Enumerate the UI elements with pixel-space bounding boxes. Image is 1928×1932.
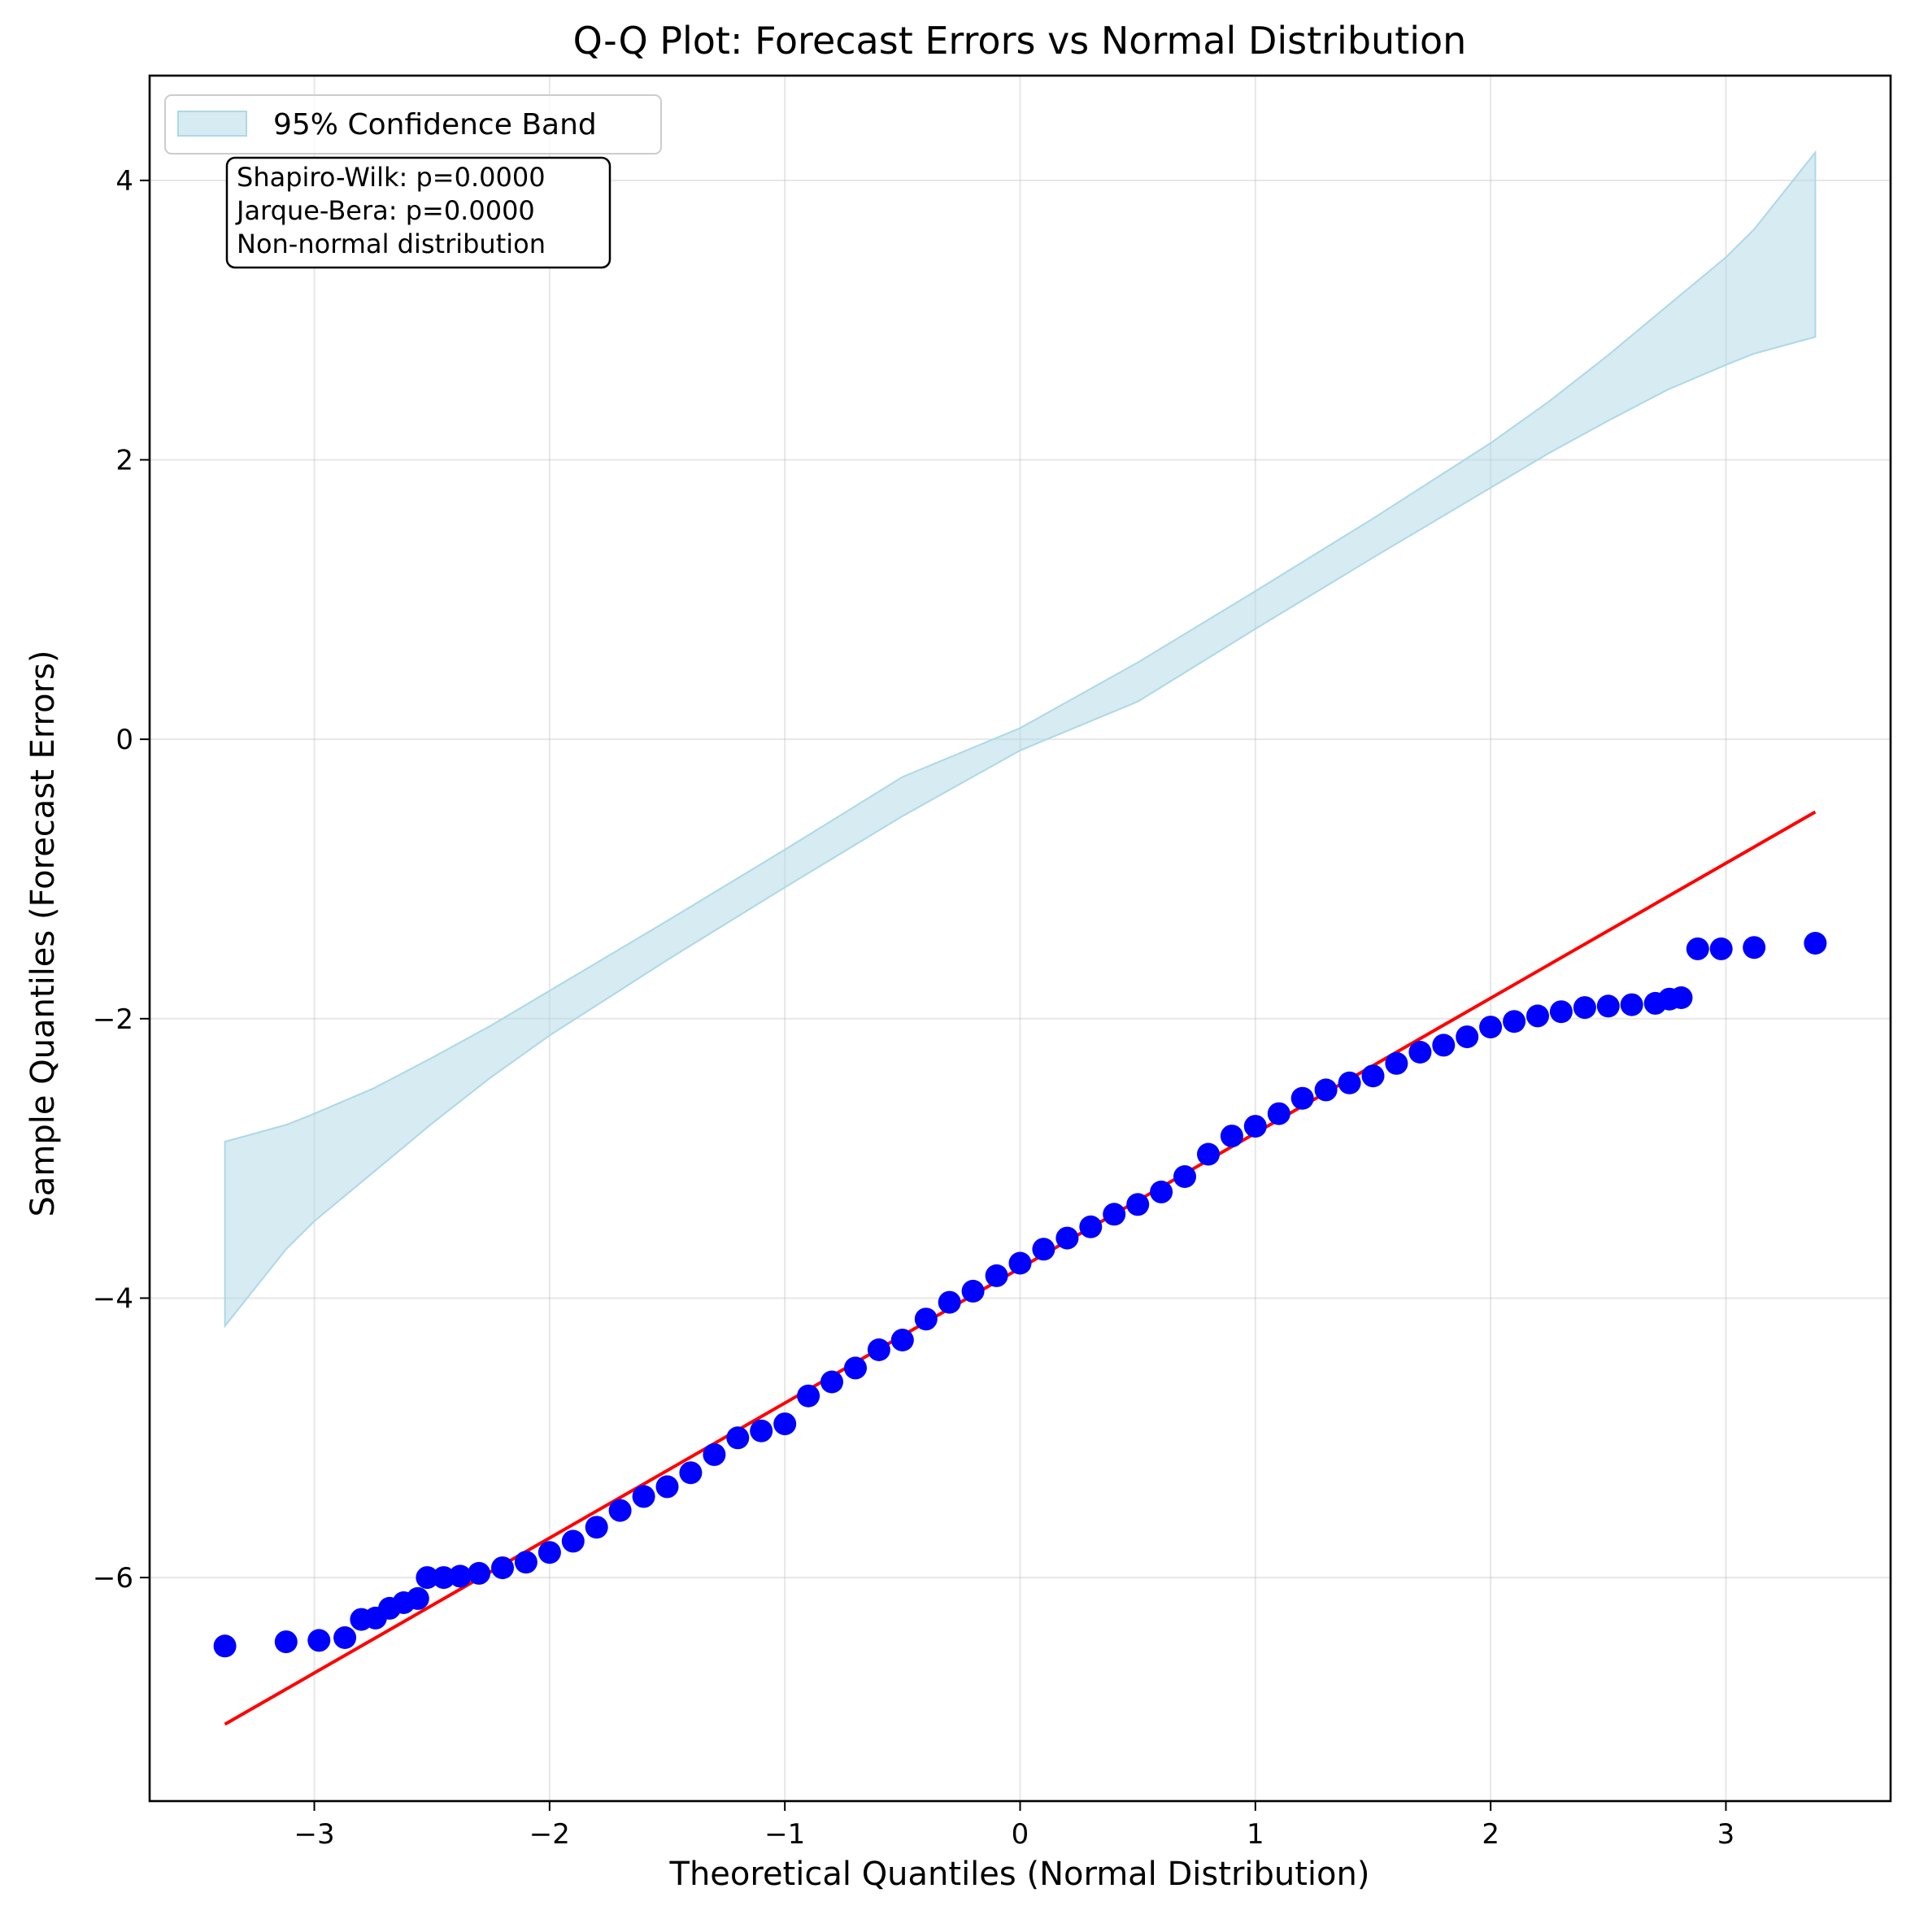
x-tick-label: 0 — [1012, 1818, 1029, 1851]
x-tick-label: 2 — [1482, 1818, 1499, 1851]
axis-ticks: −3 −2 −1 0 1 2 3 −6 −4 −2 0 2 4 — [93, 165, 1734, 1851]
data-point — [561, 1530, 585, 1553]
data-point — [1055, 1226, 1079, 1250]
data-point — [1669, 986, 1693, 1009]
x-tick-label: 1 — [1247, 1818, 1264, 1851]
data-point — [726, 1426, 750, 1450]
data-point — [1408, 1041, 1432, 1064]
x-tick-label: 3 — [1717, 1818, 1735, 1851]
y-tick-label: −4 — [93, 1282, 133, 1315]
data-point — [537, 1541, 561, 1564]
x-tick-label: −2 — [529, 1818, 570, 1851]
data-point — [1385, 1051, 1408, 1075]
data-point — [213, 1634, 237, 1658]
data-point — [773, 1412, 797, 1436]
data-point — [1432, 1033, 1456, 1057]
data-point — [514, 1551, 537, 1574]
x-tick-label: −1 — [764, 1818, 805, 1851]
data-point — [703, 1442, 726, 1466]
data-point — [1126, 1193, 1150, 1216]
data-point — [468, 1561, 491, 1585]
data-point — [406, 1586, 429, 1610]
legend-swatch-confidence-band — [177, 111, 247, 137]
data-point — [416, 1566, 439, 1590]
confidence-band-layer — [224, 150, 1817, 1329]
data-point — [655, 1475, 679, 1499]
data-point — [867, 1338, 890, 1361]
confidence-band — [224, 150, 1817, 1329]
data-point — [274, 1630, 298, 1654]
data-point — [1596, 994, 1620, 1018]
data-point — [938, 1290, 961, 1314]
data-point — [1103, 1203, 1126, 1226]
data-point — [432, 1566, 455, 1590]
data-point — [750, 1419, 773, 1442]
data-point — [1743, 936, 1766, 959]
legend-box — [164, 94, 662, 154]
data-point — [1032, 1238, 1055, 1261]
data-point — [1267, 1102, 1290, 1125]
data-point — [585, 1516, 608, 1539]
data-point — [491, 1556, 514, 1580]
data-point — [1338, 1071, 1361, 1094]
y-tick-label: −6 — [93, 1562, 133, 1595]
annotation-box — [225, 156, 611, 269]
data-point — [679, 1461, 703, 1485]
data-point — [1361, 1064, 1385, 1088]
data-point — [961, 1279, 985, 1303]
data-point — [1079, 1215, 1103, 1238]
data-point — [820, 1370, 843, 1394]
data-point — [1290, 1086, 1314, 1110]
y-tick-label: 0 — [115, 724, 133, 756]
data-point — [844, 1356, 867, 1380]
data-point — [797, 1384, 820, 1408]
data-point — [1173, 1165, 1196, 1188]
data-point — [1243, 1115, 1267, 1138]
data-point — [890, 1329, 914, 1351]
y-axis-label: Sample Quantiles (Forecast Errors) — [24, 651, 62, 1217]
data-point — [1804, 932, 1827, 955]
legend-label-confidence-band: 95% Confidence Band — [273, 108, 597, 141]
data-point — [1008, 1251, 1032, 1275]
data-point — [448, 1564, 472, 1588]
data-point — [1686, 937, 1709, 960]
data-point — [632, 1485, 655, 1508]
x-tick-label: −3 — [294, 1818, 334, 1851]
jarque-bera-result: Jarque-Bera: p=0.0000 — [235, 195, 535, 226]
y-tick-label: 4 — [115, 165, 133, 198]
data-point — [1479, 1016, 1503, 1039]
data-point — [1503, 1010, 1526, 1033]
data-point — [1220, 1125, 1243, 1148]
data-point — [333, 1626, 357, 1649]
data-point — [307, 1629, 331, 1652]
data-point — [1150, 1180, 1173, 1203]
data-point — [1314, 1078, 1338, 1102]
shapiro-wilk-result: Shapiro-Wilk: p=0.0000 — [237, 162, 546, 193]
data-point — [1456, 1025, 1479, 1049]
x-axis-label: Theoretical Quantiles (Normal Distributi… — [669, 1856, 1370, 1893]
scatter-points-layer — [213, 932, 1827, 1658]
data-point — [1573, 996, 1596, 1020]
legend: 95% Confidence Band — [164, 94, 662, 154]
data-point — [1620, 993, 1643, 1016]
y-tick-label: −2 — [93, 1003, 133, 1036]
data-point — [608, 1499, 632, 1522]
data-point — [1197, 1142, 1220, 1166]
data-point — [914, 1308, 938, 1331]
chart-title: Q-Q Plot: Forecast Errors vs Normal Dist… — [573, 19, 1467, 63]
data-point — [1709, 937, 1733, 960]
data-point — [985, 1264, 1008, 1287]
y-tick-label: 2 — [115, 445, 133, 477]
normality-test-annotation: Shapiro-Wilk: p=0.0000 Jarque-Bera: p=0.… — [225, 156, 611, 269]
normality-conclusion: Non-normal distribution — [237, 228, 546, 259]
data-point — [1526, 1004, 1549, 1028]
data-point — [1549, 1000, 1573, 1024]
